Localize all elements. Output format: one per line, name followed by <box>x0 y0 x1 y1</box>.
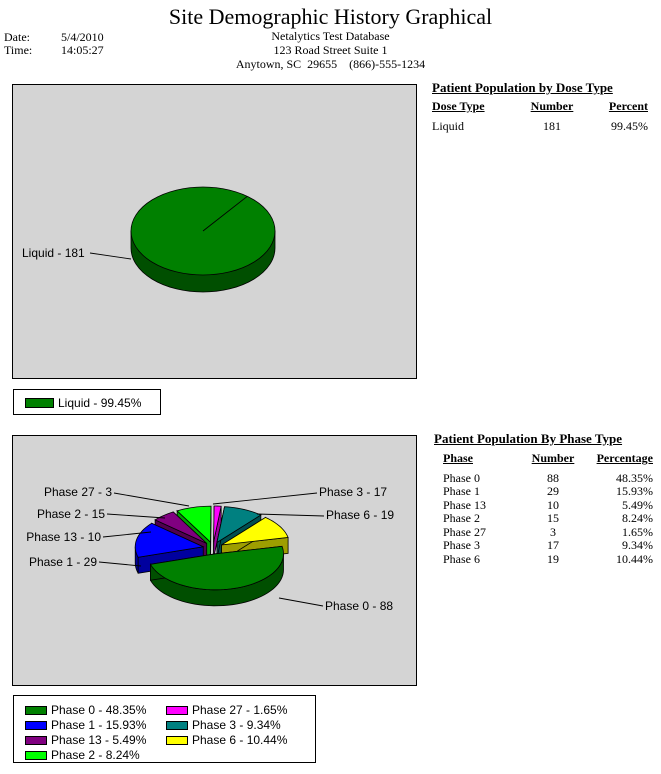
phase-cell: 48.35% <box>616 470 653 485</box>
org-name: Netalytics Test Database <box>271 29 390 43</box>
phase-cell: 9.34% <box>622 538 653 552</box>
phase-cell: Phase 3 <box>443 538 480 552</box>
dose-cell: 181 <box>543 118 561 133</box>
phase-cell: 10 <box>547 497 559 512</box>
legend-label-phase-1: Phase 1 - 15.93% <box>51 718 147 733</box>
slice-label-phase-6-leader <box>256 513 325 517</box>
phase-pie-chart: Phase 0 - 88 Phase 1 - 29 Phase 13 - 10 Pha… <box>26 485 394 613</box>
legend-swatch-phase-1 <box>25 720 47 730</box>
slice-label-phase-13-leader <box>102 531 152 538</box>
slice-label-phase-1-leader <box>98 561 142 567</box>
legend-swatch-phase-27 <box>166 705 188 715</box>
slice-label-phase-3-leader <box>212 492 318 505</box>
phase-cell: 3 <box>550 524 556 539</box>
slice-label-phase-1: Phase 1 - 29 <box>29 555 97 569</box>
time-value: 14:05:27 <box>61 43 104 57</box>
legend-item-phase-2: Phase 2 - 8.24% <box>25 747 140 762</box>
phase-cell: Phase 0 <box>443 470 480 485</box>
dose-table-title: Patient Population by Dose Type <box>432 80 613 95</box>
phase-cell: Phase 6 <box>443 551 480 566</box>
dose-col-header: Number <box>530 99 574 113</box>
legend-swatch-phase-6 <box>166 735 188 745</box>
legend-swatch-liquid <box>25 398 54 409</box>
dose-legend: Liquid - 99.45% <box>13 389 161 415</box>
table-row: Phase 0 88 48.35% <box>443 470 653 486</box>
phase-cell: 5.49% <box>622 497 653 512</box>
phase-cell: Phase 1 <box>443 484 480 498</box>
phase-table-title: Patient Population By Phase Type <box>434 431 623 446</box>
legend-label-phase-6: Phase 6 - 10.44% <box>192 733 288 748</box>
slice-label-phase-27-leader <box>113 492 190 507</box>
table-row: Phase 6 19 10.44% <box>443 551 653 567</box>
phase-cell: 8.24% <box>622 511 653 525</box>
phase-pie-chart-panel: Phase 0 - 88 Phase 1 - 29 Phase 13 - 10 Pha… <box>12 435 417 686</box>
report-title: Site Demographic History Graphical <box>168 4 493 29</box>
pie-slice-liquid <box>130 186 276 293</box>
slice-label-phase-2-leader <box>106 513 166 519</box>
legend-item-phase-3: Phase 3 - 9.34% <box>166 717 281 732</box>
dose-col-header: Dose Type <box>432 99 485 113</box>
legend-swatch-phase-2 <box>25 750 47 760</box>
slice-label-liquid-leader <box>89 252 132 260</box>
phase-cell: Phase 2 <box>443 511 480 525</box>
legend-label-phase-0: Phase 0 - 48.35% <box>51 703 147 718</box>
address-line-2: Anytown, SC 29655 (866)-555-1234 <box>235 57 426 71</box>
legend-item-phase-1: Phase 1 - 15.93% <box>25 717 146 732</box>
phase-cell: Phase 13 <box>443 497 486 512</box>
pie-slice-phase-0 <box>149 545 284 607</box>
dose-col-header: Percent <box>608 99 648 113</box>
phase-cell: 1.65% <box>622 524 653 539</box>
slice-label-phase-3: Phase 3 - 17 <box>319 485 387 499</box>
dose-pie-chart: Liquid - 181 <box>22 186 276 293</box>
phase-col-header: Number <box>531 451 575 465</box>
phase-table: Phase Number Percentage Phase 0 88 48.35% P… <box>443 451 653 567</box>
slice-label-phase-0: Phase 0 - 88 <box>325 599 393 613</box>
legend-label-phase-2: Phase 2 - 8.24% <box>51 748 140 763</box>
legend-item-phase-6: Phase 6 - 10.44% <box>166 732 287 747</box>
table-row: Phase 27 3 1.65% <box>443 524 653 540</box>
phase-cell: 88 <box>547 470 559 485</box>
slice-label-phase-0-leader <box>278 597 324 607</box>
phase-cell: 15.93% <box>616 484 653 498</box>
legend-item-liquid: Liquid - 99.45% <box>25 395 141 410</box>
slice-label-phase-6: Phase 6 - 19 <box>326 508 394 522</box>
table-row: Phase 1 29 15.93% <box>443 484 653 499</box>
table-row: Liquid 181 99.45% <box>432 118 648 134</box>
slice-label-phase-2: Phase 2 - 15 <box>37 507 105 521</box>
legend-label-phase-3: Phase 3 - 9.34% <box>192 718 281 733</box>
date-label: Date: <box>4 30 30 44</box>
table-row: Phase 3 17 9.34% <box>443 538 653 553</box>
legend-item-phase-13: Phase 13 - 5.49% <box>25 732 146 747</box>
dose-table: Dose Type Number Percent Liquid 181 99.4… <box>432 99 648 134</box>
legend-swatch-phase-0 <box>25 705 47 715</box>
pie-slice-phase-27 <box>213 505 222 559</box>
phase-cell: 29 <box>547 484 559 498</box>
date-value: 5/4/2010 <box>61 30 104 44</box>
legend-swatch-phase-13 <box>25 735 47 745</box>
address-line-1: 123 Road Street Suite 1 <box>273 43 388 57</box>
time-label: Time: <box>4 43 33 57</box>
legend-label-phase-27: Phase 27 - 1.65% <box>192 703 288 718</box>
slice-label-phase-27: Phase 27 - 3 <box>44 485 112 499</box>
slice-label-liquid: Liquid - 181 <box>22 246 85 260</box>
dose-cell: 99.45% <box>611 118 648 133</box>
legend-swatch-phase-3 <box>166 720 188 730</box>
legend-item-phase-27: Phase 27 - 1.65% <box>166 702 287 717</box>
legend-item-phase-0: Phase 0 - 48.35% <box>25 702 146 717</box>
phase-col-header: Percentage <box>596 451 653 465</box>
table-row: Phase 13 10 5.49% <box>443 497 653 513</box>
phase-cell: 19 <box>547 551 559 566</box>
slice-label-phase-13: Phase 13 - 10 <box>26 530 101 544</box>
table-row: Phase 2 15 8.24% <box>443 511 653 526</box>
dose-cell: Liquid <box>432 118 464 133</box>
legend-label-phase-13: Phase 13 - 5.49% <box>51 733 147 748</box>
phase-cell: 10.44% <box>616 551 653 566</box>
phase-cell: 17 <box>547 538 559 552</box>
phase-cell: Phase 27 <box>443 524 486 539</box>
phase-legend: Phase 0 - 48.35% Phase 27 - 1.65% Phase 1 … <box>13 695 316 763</box>
phase-col-header: Phase <box>443 451 473 465</box>
phase-cell: 15 <box>547 511 559 525</box>
dose-pie-chart-panel: Liquid - 181 <box>12 84 417 379</box>
legend-label-liquid: Liquid - 99.45% <box>58 396 142 411</box>
